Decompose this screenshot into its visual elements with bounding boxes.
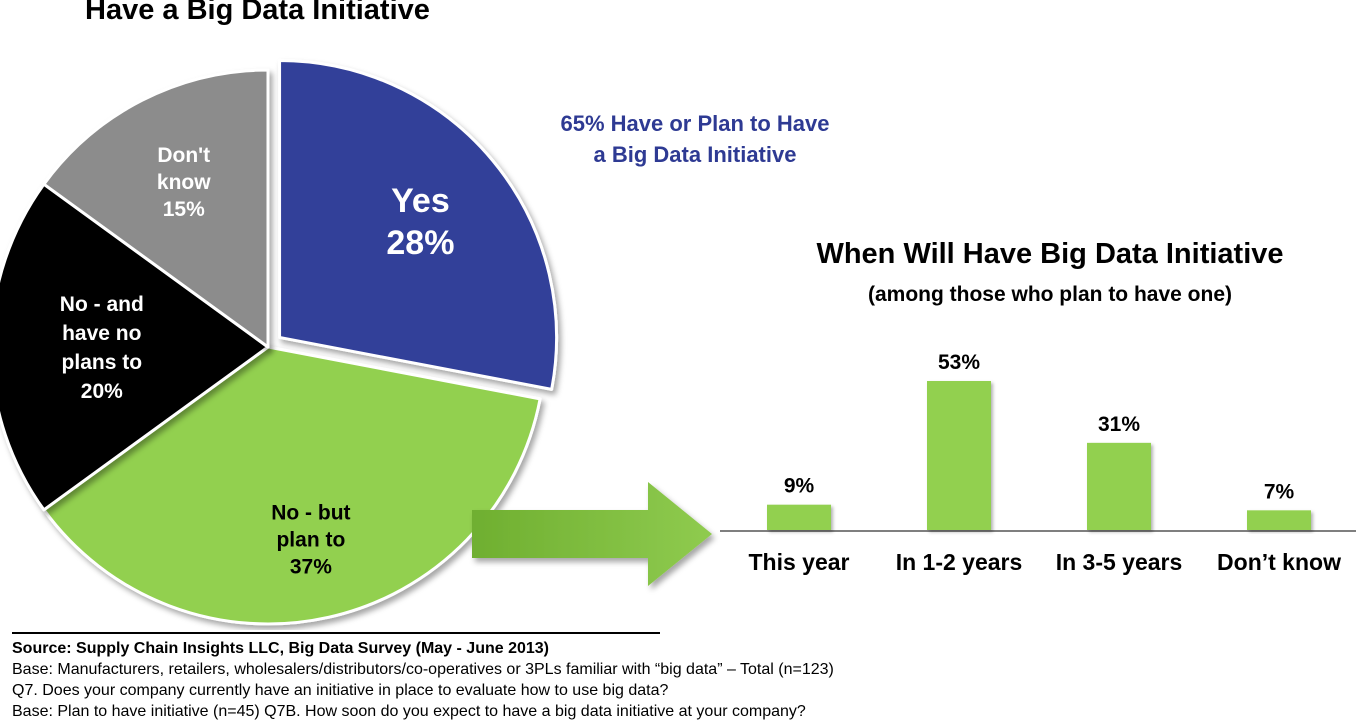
pie-slice-no-but [42,345,542,626]
bar-value-label-don-t-know: 7% [1264,480,1295,503]
summary-callout: 65% Have or Plan to Have a Big Data Init… [530,108,860,170]
base-note: Base: Manufacturers, retailers, wholesal… [12,661,834,678]
summary-callout-line-1: 65% Have or Plan to Have [560,111,830,136]
right-arrow-icon [472,482,712,586]
bar-in-1-2-years [927,381,991,530]
bar-chart-title: When Will Have Big Data Initiative [816,238,1284,270]
summary-callout-line-2: a Big Data Initiative [593,142,797,167]
bar-category-label-in-1-2-years: In 1-2 years [896,549,1023,575]
flow-arrow [472,482,712,586]
question-note: Q7. Does your company currently have an … [12,682,669,699]
bar-chart-subtitle: (among those who plan to have one) [867,283,1232,306]
pie-label-no-but: No - but plan to 37% [271,501,350,578]
bar-in-3-5-years [1087,442,1151,530]
bar-value-label-this-year: 9% [784,475,815,498]
pie-slice-no-and [0,182,270,512]
bar-chart: 9% This year 53% In 1-2 years 31% In 3-5 year… [720,351,1356,575]
pie-label-no-and: No - and have no plans to 20% [60,293,144,403]
source-notes: Source: Supply Chain Insights LLC, Big D… [12,632,1352,722]
pie-slice-don-t [42,68,270,349]
bar-value-label-in-3-5-years: 31% [1098,413,1140,436]
pie-chart: Yes 28% No - but plan to 37% No - and have no p… [0,58,559,626]
pie-slice-yes [278,58,559,391]
plan-base-note: Base: Plan to have initiative (n=45) Q7B… [12,703,806,720]
bar-category-label-don-t-know: Don’t know [1217,549,1341,575]
pie-label-yes: Yes 28% [386,182,454,262]
pie-label-don-t: Don't know 15% [157,144,211,221]
bar-category-label-this-year: This year [749,549,850,575]
pie-chart-title: Have a Big Data Initiative [85,0,430,26]
bar-don-t-know [1247,510,1311,530]
bar-value-label-in-1-2-years: 53% [938,351,980,374]
charts-canvas: Yes 28% No - but plan to 37% No - and have no p… [0,58,1356,626]
source-title: Source: Supply Chain Insights LLC, Big D… [12,640,549,657]
source-divider [12,632,660,634]
bar-category-label-in-3-5-years: In 3-5 years [1056,549,1183,575]
bar-this-year [767,504,831,530]
